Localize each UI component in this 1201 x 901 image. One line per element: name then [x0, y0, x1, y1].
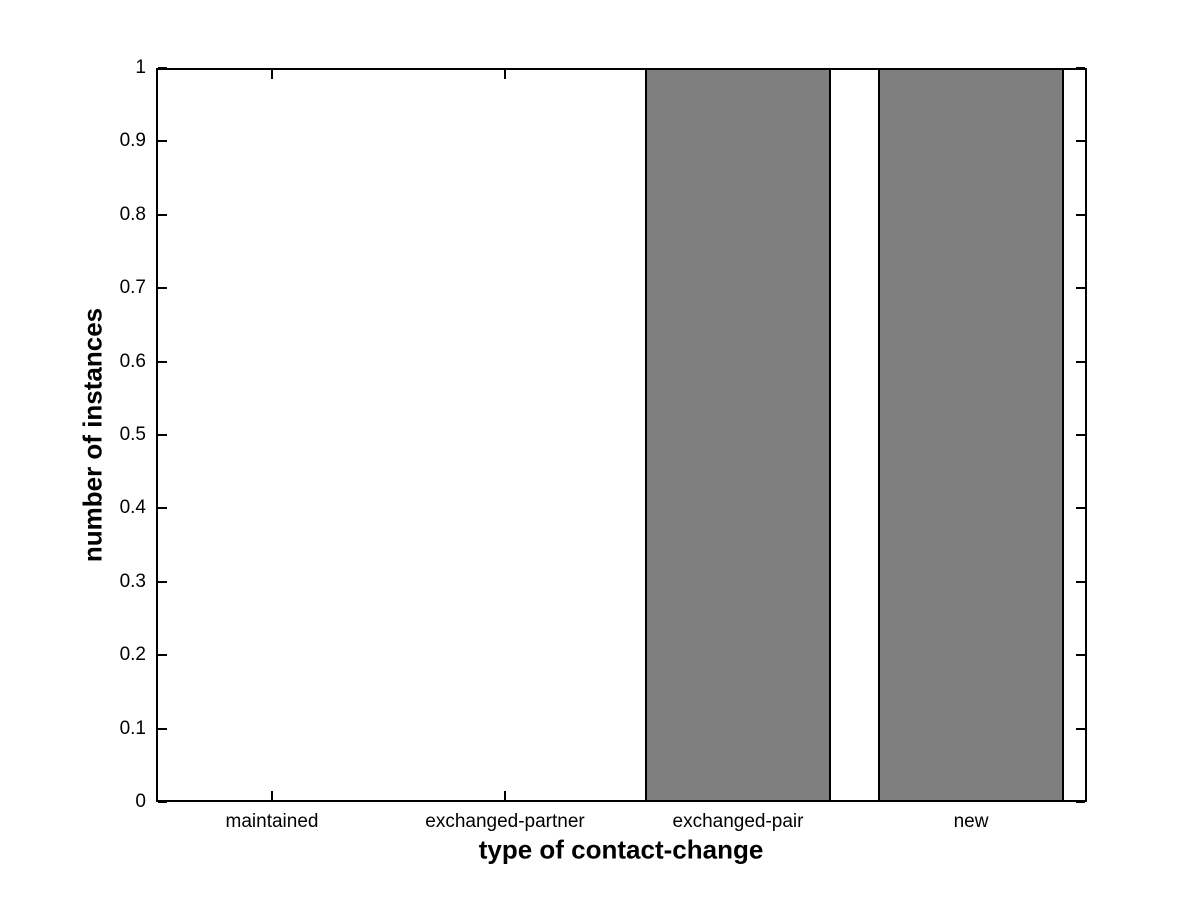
y-tick-left — [158, 434, 167, 436]
y-tick-left — [158, 67, 167, 69]
y-tick-left — [158, 140, 167, 142]
y-tick-right — [1076, 434, 1085, 436]
y-tick-right — [1076, 214, 1085, 216]
y-tick-left — [158, 654, 167, 656]
y-tick-left — [158, 361, 167, 363]
x-tick-bottom — [504, 791, 506, 800]
y-tick-label: 0.2 — [119, 644, 146, 665]
y-tick-right — [1076, 287, 1085, 289]
x-tick-bottom — [271, 791, 273, 800]
x-axis-label: type of contact-change — [478, 834, 764, 865]
x-tick-label: exchanged-pair — [672, 811, 804, 832]
x-tick-label: exchanged-partner — [425, 811, 585, 832]
y-tick-right — [1076, 67, 1085, 69]
y-tick-label: 0.9 — [119, 130, 146, 151]
y-tick-left — [158, 214, 167, 216]
y-tick-left — [158, 287, 167, 289]
x-tick-label: new — [953, 811, 989, 832]
y-tick-right — [1076, 654, 1085, 656]
y-tick-right — [1076, 728, 1085, 730]
bar — [878, 68, 1064, 802]
x-tick-top — [504, 70, 506, 79]
y-tick-label: 0.4 — [119, 497, 146, 518]
y-tick-left — [158, 581, 167, 583]
y-axis-label: number of instances — [77, 307, 108, 563]
y-tick-label: 0 — [135, 791, 146, 812]
y-tick-label: 0.3 — [119, 571, 146, 592]
y-tick-right — [1076, 801, 1085, 803]
y-tick-label: 0.6 — [119, 351, 146, 372]
y-tick-label: 0.5 — [119, 424, 146, 445]
x-tick-top — [271, 70, 273, 79]
y-tick-label: 0.1 — [119, 718, 146, 739]
y-tick-left — [158, 507, 167, 509]
y-tick-label: 0.7 — [119, 277, 146, 298]
y-tick-right — [1076, 581, 1085, 583]
y-tick-left — [158, 801, 167, 803]
x-tick-label: maintained — [225, 811, 319, 832]
y-tick-right — [1076, 507, 1085, 509]
y-tick-right — [1076, 361, 1085, 363]
y-tick-label: 0.8 — [119, 204, 146, 225]
y-tick-left — [158, 728, 167, 730]
y-tick-label: 1 — [135, 57, 146, 78]
bar — [645, 68, 831, 802]
y-tick-right — [1076, 140, 1085, 142]
